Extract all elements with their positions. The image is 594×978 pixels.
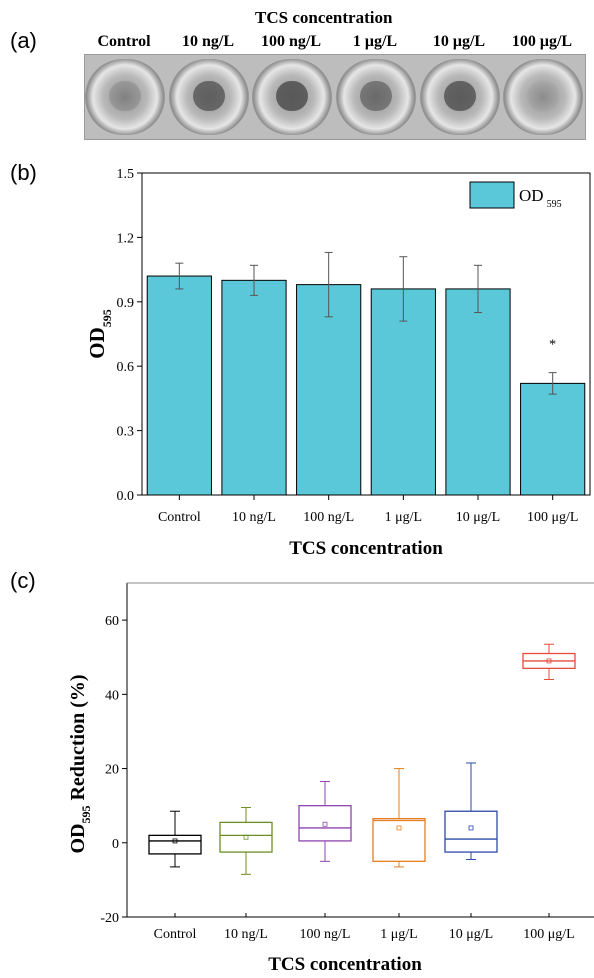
well-image [336,59,416,135]
x-axis-title: TCS concentration [268,954,422,975]
x-tick-label: Control [158,510,201,525]
y-axis-title-text: OD [67,824,89,854]
x-tick-label: 100 μg/L [523,927,574,942]
y-axis-title: OD595 [85,309,114,359]
biofilm-spot [109,81,141,111]
y-tick-label: 60 [105,614,119,629]
y-axis-title-rest: Reduction (%) [67,674,89,805]
well-image [420,59,500,135]
x-axis-title: TCS concentration [289,538,443,559]
y-tick-label: 0.0 [117,489,135,504]
bar [520,382,586,496]
panel-label-a: (a) [10,28,37,53]
x-tick-label: 100 ng/L [303,510,354,525]
x-tick-label: 10 ng/L [224,927,268,942]
mean-marker [243,834,249,840]
well-photo-strip [84,54,586,140]
bar [296,284,362,496]
y-tick-label: 0.3 [117,425,135,440]
y-axis-title: OD595 Reduction (%) [67,674,93,853]
box [148,834,202,855]
x-tick-label: 10 μg/L [449,927,493,942]
y-tick-label: 20 [105,763,119,778]
panel-label-c: (c) [10,568,36,593]
legend-text: OD [519,186,544,205]
significance-marker: * [549,338,556,353]
bar-chart-od595: 0.0 0.3 0.6 0.9 1.2 1.5 Control 10 ng/L 100 ng/L… [85,167,591,559]
well-label: 10 μg/L [432,33,486,50]
y-tick-label: 40 [105,688,119,703]
well-image [169,59,249,135]
y-axis-title-subscript: 595 [100,309,114,327]
mean-marker [468,825,474,831]
mean-marker [172,838,178,844]
mean-marker [322,821,328,827]
y-tick-label: 0.6 [117,360,135,375]
biofilm-spot [527,81,559,111]
box [219,821,273,853]
bar [221,279,287,496]
biofilm-spot [444,81,476,111]
well-image [503,59,583,135]
well-image [252,59,332,135]
well-label: 100 ng/L [260,33,321,50]
well-image [85,59,165,135]
x-tick-label: 100 ng/L [300,927,351,942]
legend-subscript: 595 [547,199,562,210]
x-tick-label: 1 μg/L [385,510,422,525]
mean-marker [396,825,402,831]
y-tick-label: 0 [112,837,119,852]
x-tick-label: 100 μg/L [527,510,578,525]
y-axis-title-subscript: 595 [79,806,93,824]
y-axis-title-text: OD [85,327,109,359]
bar [370,288,436,496]
plot-frame [141,172,591,496]
mean-marker [546,658,552,664]
well-label: 100 μg/L [511,33,573,50]
biofilm-spot [360,81,392,111]
x-tick-label: 10 ng/L [232,510,276,525]
legend-label: OD 595 [519,186,562,210]
biofilm-spot [193,81,225,111]
legend-swatch [469,181,515,209]
biofilm-spot [276,81,308,111]
well-label: 10 ng/L [181,33,234,50]
y-tick-label: 0.9 [117,296,135,311]
box [444,810,498,853]
y-tick-label: -20 [100,911,119,926]
photo-title: TCS concentration [255,8,393,27]
bar [146,275,212,496]
well-label: Control [97,33,151,50]
box-plot-od595-reduction: -20 0 20 40 60 Control 10 ng/L 100 ng/L 1 μg/L 10… [67,582,594,975]
bar [445,288,511,496]
x-tick-label: Control [154,927,197,942]
x-tick-label: 10 μg/L [456,510,500,525]
well-label: 1 μg/L [352,33,398,50]
x-tick-label: 1 μg/L [380,927,417,942]
y-tick-label: 1.2 [117,231,135,246]
panel-label-b: (b) [10,160,37,185]
box [372,818,426,862]
y-tick-label: 1.5 [117,167,135,182]
box [298,805,352,842]
